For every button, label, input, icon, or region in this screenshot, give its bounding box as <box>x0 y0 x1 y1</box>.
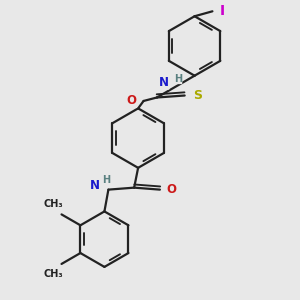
Text: N: N <box>89 179 100 192</box>
Text: CH₃: CH₃ <box>44 200 63 209</box>
Text: O: O <box>167 183 177 196</box>
Text: S: S <box>193 89 202 102</box>
Text: CH₃: CH₃ <box>44 269 63 279</box>
Text: H: H <box>102 175 110 185</box>
Text: N: N <box>159 76 169 89</box>
Text: O: O <box>127 94 137 107</box>
Text: I: I <box>220 4 225 18</box>
Text: H: H <box>174 74 182 84</box>
